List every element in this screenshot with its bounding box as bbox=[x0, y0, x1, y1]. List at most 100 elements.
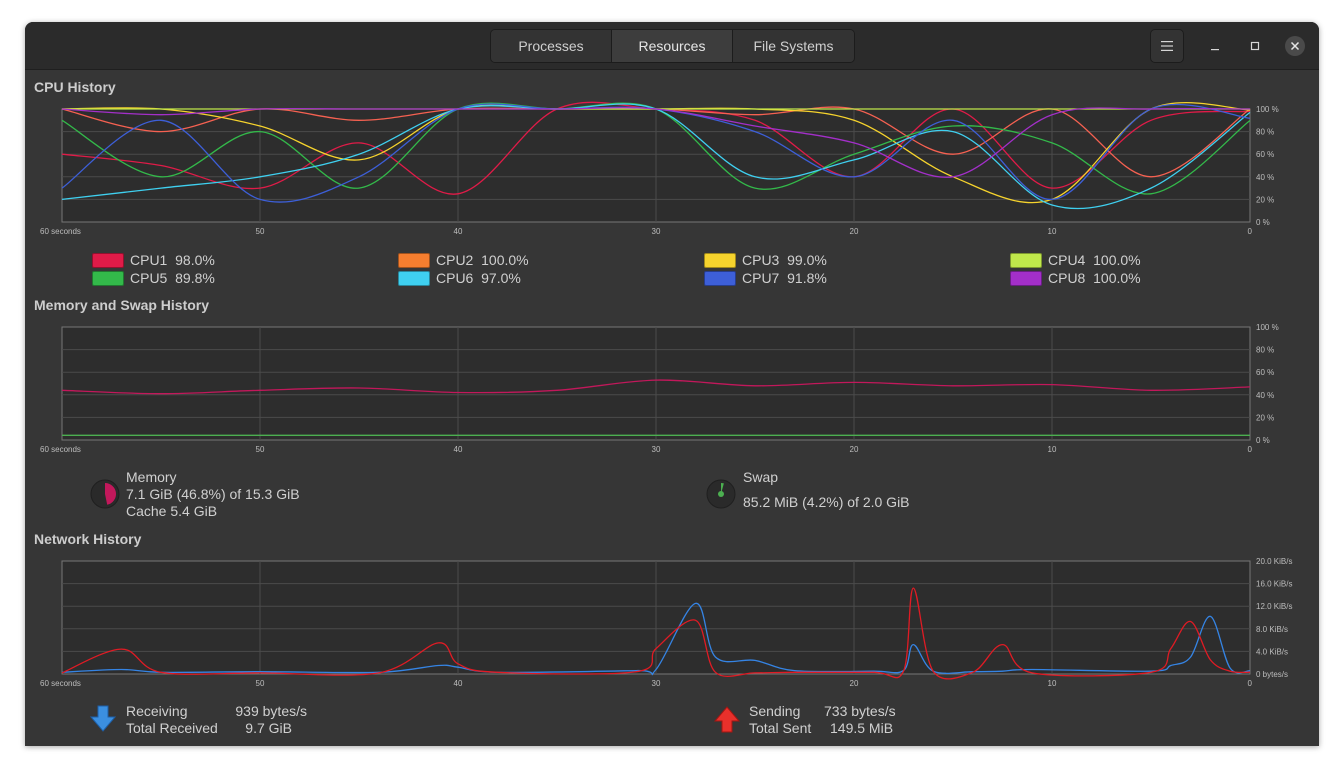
cpu-color-swatch[interactable] bbox=[1010, 252, 1042, 268]
cpu-x-tick-label: 0 bbox=[1248, 227, 1253, 236]
receiving-rate: 939 bytes/s bbox=[235, 703, 307, 719]
close-button[interactable] bbox=[1285, 36, 1305, 56]
memory-y-tick-label: 100 % bbox=[1256, 323, 1279, 332]
header-bar: Processes Resources File Systems bbox=[25, 22, 1319, 70]
receiving-arrow-icon bbox=[89, 705, 117, 732]
view-switcher: Processes Resources File Systems bbox=[490, 29, 855, 63]
cpu-legend-item-7[interactable]: CPU7 91.8% bbox=[704, 270, 827, 286]
close-icon bbox=[1290, 41, 1300, 51]
maximize-icon bbox=[1250, 41, 1260, 51]
tab-processes[interactable]: Processes bbox=[491, 30, 612, 62]
cpu-y-tick-label: 100 % bbox=[1256, 105, 1279, 114]
network-x-tick-label: 20 bbox=[850, 679, 859, 688]
memory-x-tick-label: 50 bbox=[256, 445, 265, 454]
system-monitor-window: Processes Resources File Systems CPU His… bbox=[25, 22, 1319, 746]
memory-series-memory bbox=[61, 379, 1251, 395]
memory-usage: 7.1 GiB (46.8%) of 15.3 GiB bbox=[126, 486, 300, 502]
memory-x-tick-label: 10 bbox=[1048, 445, 1057, 454]
memory-y-tick-label: 80 % bbox=[1256, 346, 1274, 355]
main-menu-button[interactable] bbox=[1150, 29, 1184, 63]
memory-x-tick-label: 60 seconds bbox=[40, 445, 81, 454]
network-y-tick-label: 8.0 KiB/s bbox=[1256, 625, 1288, 634]
cpu-legend-item-3[interactable]: CPU3 99.0% bbox=[704, 252, 827, 268]
network-y-tick-label: 20.0 KiB/s bbox=[1256, 557, 1292, 566]
cpu-legend-label: CPU4 100.0% bbox=[1048, 252, 1141, 268]
maximize-button[interactable] bbox=[1245, 36, 1265, 56]
total-sent-label: Total Sent bbox=[749, 720, 812, 736]
minimize-button[interactable] bbox=[1205, 36, 1225, 56]
hamburger-icon bbox=[1161, 41, 1173, 51]
cpu-color-swatch[interactable] bbox=[398, 270, 430, 286]
total-received-value: 9.7 GiB bbox=[245, 720, 292, 736]
sending-rate: 733 bytes/s bbox=[824, 703, 896, 719]
total-sent-value: 149.5 MiB bbox=[830, 720, 894, 736]
cpu-legend-label: CPU6 97.0% bbox=[436, 270, 521, 286]
cpu-legend-item-8[interactable]: CPU8 100.0% bbox=[1010, 270, 1141, 286]
cpu-y-tick-label: 40 % bbox=[1256, 173, 1274, 182]
cpu-color-swatch[interactable] bbox=[1010, 270, 1042, 286]
cpu-y-tick-label: 80 % bbox=[1256, 128, 1274, 137]
cpu-legend-label: CPU1 98.0% bbox=[130, 252, 215, 268]
memory-y-tick-label: 0 % bbox=[1256, 436, 1270, 445]
receiving-label: Receiving bbox=[126, 703, 188, 719]
cpu-y-tick-label: 20 % bbox=[1256, 195, 1274, 204]
total-received-label: Total Received bbox=[126, 720, 218, 736]
cpu-color-swatch[interactable] bbox=[92, 252, 124, 268]
memory-y-tick-label: 40 % bbox=[1256, 391, 1274, 400]
cpu-legend-label: CPU8 100.0% bbox=[1048, 270, 1141, 286]
memory-swap-history-title: Memory and Swap History bbox=[34, 297, 210, 313]
cpu-y-tick-label: 0 % bbox=[1256, 218, 1270, 227]
memory-pie-slice bbox=[105, 483, 117, 505]
memory-x-tick-label: 20 bbox=[850, 445, 859, 454]
network-x-tick-label: 50 bbox=[256, 679, 265, 688]
network-x-tick-label: 10 bbox=[1048, 679, 1057, 688]
cpu-x-tick-label: 20 bbox=[850, 227, 859, 236]
network-y-tick-label: 0 bytes/s bbox=[1256, 670, 1288, 679]
network-y-tick-label: 16.0 KiB/s bbox=[1256, 580, 1292, 589]
cpu-series-cpu8 bbox=[61, 107, 1251, 178]
cpu-legend-label: CPU7 91.8% bbox=[742, 270, 827, 286]
cpu-legend-item-4[interactable]: CPU4 100.0% bbox=[1010, 252, 1141, 268]
cpu-legend-label: CPU3 99.0% bbox=[742, 252, 827, 268]
cpu-history-title: CPU History bbox=[34, 79, 116, 95]
cpu-y-tick-label: 60 % bbox=[1256, 150, 1274, 159]
cpu-x-tick-label: 40 bbox=[454, 227, 463, 236]
memory-label: Memory bbox=[126, 469, 177, 485]
swap-usage: 85.2 MiB (4.2%) of 2.0 GiB bbox=[743, 494, 910, 510]
tab-file-systems[interactable]: File Systems bbox=[733, 30, 854, 62]
sending-label: Sending bbox=[749, 703, 801, 719]
memory-y-tick-label: 20 % bbox=[1256, 413, 1274, 422]
network-x-tick-label: 30 bbox=[652, 679, 661, 688]
cpu-legend-item-2[interactable]: CPU2 100.0% bbox=[398, 252, 529, 268]
cpu-color-swatch[interactable] bbox=[92, 270, 124, 286]
network-series-sending bbox=[61, 587, 1251, 680]
cpu-legend-item-5[interactable]: CPU5 89.8% bbox=[92, 270, 215, 286]
cpu-legend-item-6[interactable]: CPU6 97.0% bbox=[398, 270, 521, 286]
cpu-x-tick-label: 10 bbox=[1048, 227, 1057, 236]
memory-x-tick-label: 40 bbox=[454, 445, 463, 454]
cpu-legend-label: CPU5 89.8% bbox=[130, 270, 215, 286]
cpu-color-swatch[interactable] bbox=[704, 252, 736, 268]
network-x-tick-label: 40 bbox=[454, 679, 463, 688]
memory-cache: Cache 5.4 GiB bbox=[126, 503, 218, 519]
network-x-tick-label: 0 bbox=[1248, 679, 1253, 688]
sending-arrow-icon bbox=[713, 706, 741, 733]
cpu-series-cpu6 bbox=[61, 103, 1251, 210]
network-history-title: Network History bbox=[34, 531, 142, 547]
cpu-x-tick-label: 60 seconds bbox=[40, 227, 81, 236]
minimize-icon bbox=[1211, 49, 1219, 51]
memory-x-tick-label: 30 bbox=[652, 445, 661, 454]
cpu-x-tick-label: 30 bbox=[652, 227, 661, 236]
memory-y-tick-label: 60 % bbox=[1256, 368, 1274, 377]
cpu-legend-item-1[interactable]: CPU1 98.0% bbox=[92, 252, 215, 268]
cpu-legend-label: CPU2 100.0% bbox=[436, 252, 529, 268]
cpu-color-swatch[interactable] bbox=[398, 252, 430, 268]
cpu-x-tick-label: 50 bbox=[256, 227, 265, 236]
tab-resources[interactable]: Resources bbox=[612, 30, 733, 62]
network-y-tick-label: 12.0 KiB/s bbox=[1256, 602, 1292, 611]
memory-swap-history-graph: 100 % 80 % 60 % 40 % 20 % 0 % 60 seconds 50 40 30… bbox=[40, 323, 1279, 454]
network-x-tick-label: 60 seconds bbox=[40, 679, 81, 688]
memory-x-tick-label: 0 bbox=[1248, 445, 1253, 454]
cpu-color-swatch[interactable] bbox=[704, 270, 736, 286]
memory-pie-icon bbox=[90, 479, 120, 509]
